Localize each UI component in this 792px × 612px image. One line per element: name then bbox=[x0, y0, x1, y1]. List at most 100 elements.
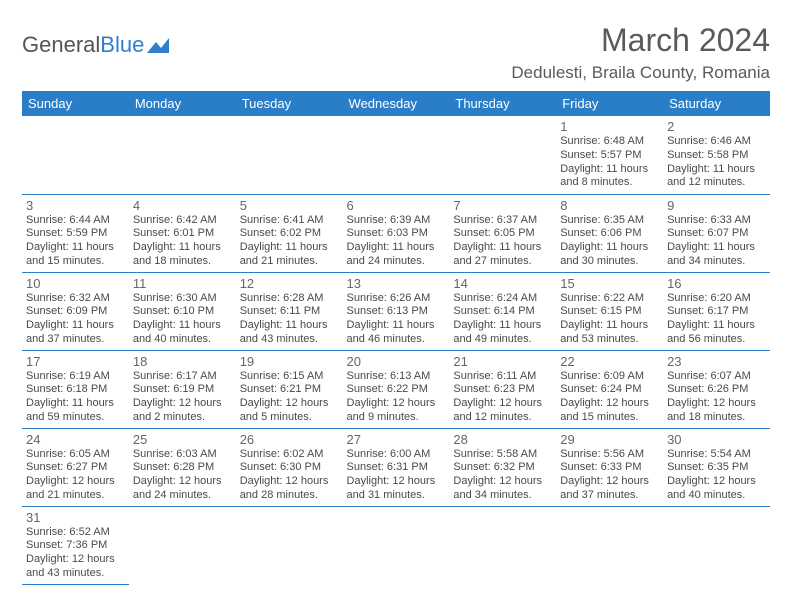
day-number: 1 bbox=[560, 119, 659, 134]
sunrise-text: Sunrise: 6:20 AM bbox=[667, 292, 766, 306]
day-number: 21 bbox=[453, 354, 552, 369]
sunset-text: Sunset: 6:22 PM bbox=[347, 383, 446, 397]
weekday-header: Sunday bbox=[22, 91, 129, 116]
sunset-text: Sunset: 6:24 PM bbox=[560, 383, 659, 397]
calendar-week: 1Sunrise: 6:48 AMSunset: 5:57 PM Daylight… bbox=[22, 116, 770, 194]
sunset-text: Sunset: 6:23 PM bbox=[453, 383, 552, 397]
calendar-header-row: SundayMondayTuesdayWednesdayThursdayFrid… bbox=[22, 91, 770, 116]
sunset-text: Sunset: 6:13 PM bbox=[347, 305, 446, 319]
daylight-text: Daylight: 12 hours bbox=[240, 397, 339, 411]
daylight-text: Daylight: 11 hours bbox=[667, 241, 766, 255]
daylight-text: Daylight: 11 hours bbox=[560, 319, 659, 333]
sunset-text: Sunset: 6:26 PM bbox=[667, 383, 766, 397]
daylight-text: Daylight: 12 hours bbox=[667, 397, 766, 411]
daylight-text2: and 43 minutes. bbox=[240, 333, 339, 347]
daylight-text: Daylight: 11 hours bbox=[347, 319, 446, 333]
calendar-day: 30Sunrise: 5:54 AMSunset: 6:35 PMDayligh… bbox=[663, 428, 770, 506]
sunrise-text: Sunrise: 6:48 AM bbox=[560, 135, 659, 149]
day-number: 13 bbox=[347, 276, 446, 291]
calendar-day: 3Sunrise: 6:44 AMSunset: 5:59 PMDaylight… bbox=[22, 194, 129, 272]
day-number: 3 bbox=[26, 198, 125, 213]
daylight-text2: and 12 minutes. bbox=[453, 411, 552, 425]
sunrise-text: Sunrise: 6:37 AM bbox=[453, 214, 552, 228]
calendar-empty bbox=[236, 116, 343, 194]
sunset-text: Sunset: 6:30 PM bbox=[240, 461, 339, 475]
sunset-text: Sunset: 6:18 PM bbox=[26, 383, 125, 397]
calendar-empty bbox=[449, 116, 556, 194]
sunrise-text: Sunrise: 6:11 AM bbox=[453, 370, 552, 384]
calendar-day: 6Sunrise: 6:39 AMSunset: 6:03 PMDaylight… bbox=[343, 194, 450, 272]
daylight-text2: and 18 minutes. bbox=[667, 411, 766, 425]
daylight-text: Daylight: 12 hours bbox=[453, 397, 552, 411]
sunset-text: Sunset: 6:05 PM bbox=[453, 227, 552, 241]
sunset-text: Sunset: 6:28 PM bbox=[133, 461, 232, 475]
day-number: 7 bbox=[453, 198, 552, 213]
sunrise-text: Sunrise: 5:54 AM bbox=[667, 448, 766, 462]
sunset-text: Sunset: 5:57 PM bbox=[560, 149, 659, 163]
day-number: 18 bbox=[133, 354, 232, 369]
weekday-header: Wednesday bbox=[343, 91, 450, 116]
sunrise-text: Sunrise: 6:26 AM bbox=[347, 292, 446, 306]
sunrise-text: Sunrise: 6:19 AM bbox=[26, 370, 125, 384]
calendar-empty bbox=[449, 506, 556, 584]
daylight-text2: and 24 minutes. bbox=[347, 255, 446, 269]
day-number: 20 bbox=[347, 354, 446, 369]
daylight-text: Daylight: 12 hours bbox=[560, 475, 659, 489]
sunrise-text: Sunrise: 6:09 AM bbox=[560, 370, 659, 384]
sunset-text: Sunset: 6:19 PM bbox=[133, 383, 232, 397]
day-number: 16 bbox=[667, 276, 766, 291]
calendar-day: 8Sunrise: 6:35 AMSunset: 6:06 PMDaylight… bbox=[556, 194, 663, 272]
daylight-text2: and 59 minutes. bbox=[26, 411, 125, 425]
calendar-day: 12Sunrise: 6:28 AMSunset: 6:11 PMDayligh… bbox=[236, 272, 343, 350]
sunrise-text: Sunrise: 6:15 AM bbox=[240, 370, 339, 384]
calendar-day: 17Sunrise: 6:19 AMSunset: 6:18 PMDayligh… bbox=[22, 350, 129, 428]
day-number: 5 bbox=[240, 198, 339, 213]
calendar-empty bbox=[556, 506, 663, 584]
sunset-text: Sunset: 6:35 PM bbox=[667, 461, 766, 475]
sunset-text: Sunset: 6:27 PM bbox=[26, 461, 125, 475]
daylight-text2: and 21 minutes. bbox=[240, 255, 339, 269]
calendar-empty bbox=[663, 506, 770, 584]
daylight-text2: and 27 minutes. bbox=[453, 255, 552, 269]
daylight-text2: and 37 minutes. bbox=[26, 333, 125, 347]
daylight-text2: and 31 minutes. bbox=[347, 489, 446, 503]
calendar-empty bbox=[343, 116, 450, 194]
sunset-text: Sunset: 6:31 PM bbox=[347, 461, 446, 475]
day-number: 22 bbox=[560, 354, 659, 369]
daylight-text: Daylight: 12 hours bbox=[133, 397, 232, 411]
sunrise-text: Sunrise: 6:03 AM bbox=[133, 448, 232, 462]
calendar-day: 4Sunrise: 6:42 AMSunset: 6:01 PMDaylight… bbox=[129, 194, 236, 272]
daylight-text2: and 28 minutes. bbox=[240, 489, 339, 503]
day-number: 30 bbox=[667, 432, 766, 447]
calendar-day: 9Sunrise: 6:33 AMSunset: 6:07 PMDaylight… bbox=[663, 194, 770, 272]
sunset-text: Sunset: 6:07 PM bbox=[667, 227, 766, 241]
weekday-header: Monday bbox=[129, 91, 236, 116]
daylight-text: Daylight: 11 hours bbox=[240, 319, 339, 333]
daylight-text2: and 15 minutes. bbox=[560, 411, 659, 425]
daylight-text: Daylight: 11 hours bbox=[26, 319, 125, 333]
weekday-header: Friday bbox=[556, 91, 663, 116]
daylight-text: Daylight: 11 hours bbox=[667, 163, 766, 177]
daylight-text: Daylight: 11 hours bbox=[453, 319, 552, 333]
sunset-text: Sunset: 6:17 PM bbox=[667, 305, 766, 319]
daylight-text2: and 2 minutes. bbox=[133, 411, 232, 425]
calendar-day: 18Sunrise: 6:17 AMSunset: 6:19 PMDayligh… bbox=[129, 350, 236, 428]
calendar-week: 24Sunrise: 6:05 AMSunset: 6:27 PMDayligh… bbox=[22, 428, 770, 506]
daylight-text2: and 40 minutes. bbox=[667, 489, 766, 503]
sunset-text: Sunset: 6:11 PM bbox=[240, 305, 339, 319]
calendar-empty bbox=[129, 116, 236, 194]
calendar-empty bbox=[22, 116, 129, 194]
daylight-text2: and 18 minutes. bbox=[133, 255, 232, 269]
daylight-text2: and 53 minutes. bbox=[560, 333, 659, 347]
calendar-week: 3Sunrise: 6:44 AMSunset: 5:59 PMDaylight… bbox=[22, 194, 770, 272]
sunrise-text: Sunrise: 6:44 AM bbox=[26, 214, 125, 228]
calendar-week: 31Sunrise: 6:52 AMSunset: 7:36 PMDayligh… bbox=[22, 506, 770, 584]
daylight-text2: and 30 minutes. bbox=[560, 255, 659, 269]
brand-part2: Blue bbox=[100, 32, 144, 58]
sunrise-text: Sunrise: 6:17 AM bbox=[133, 370, 232, 384]
daylight-text: Daylight: 12 hours bbox=[667, 475, 766, 489]
sunrise-text: Sunrise: 6:42 AM bbox=[133, 214, 232, 228]
calendar-day: 22Sunrise: 6:09 AMSunset: 6:24 PMDayligh… bbox=[556, 350, 663, 428]
month-title: March 2024 bbox=[511, 22, 770, 59]
daylight-text2: and 21 minutes. bbox=[26, 489, 125, 503]
